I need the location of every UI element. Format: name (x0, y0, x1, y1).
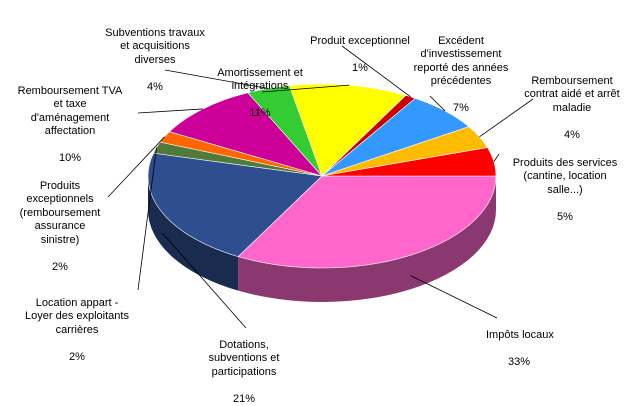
leader-line-dotations (162, 232, 247, 329)
label-amortissement: Amortissement et intégrations 11% (217, 66, 303, 120)
leader-line-subventions-travaux (164, 69, 269, 89)
pie-side-dotations (148, 176, 239, 291)
pie-slice-produits-services (321, 147, 497, 177)
label-produit-exceptionnel: Produit exceptionnel 1% (310, 34, 410, 74)
leader-line-excedent (429, 95, 446, 112)
leader-line-produits-services (493, 153, 500, 162)
leader-line-remboursement-contrat (479, 98, 534, 138)
leader-line-produit-exceptionnel (341, 45, 411, 98)
label-excedent: Excédent d'investissement reporté des an… (413, 34, 509, 115)
leader-line-amortissement (261, 84, 350, 93)
label-remboursement-contrat: Remboursement contrat aidé et arrêt mala… (524, 74, 620, 141)
pie-side-impots-locaux (238, 176, 496, 302)
label-location-appart: Location appart - Loyer des exploitants … (25, 296, 129, 363)
leader-line-impots-locaux (410, 275, 498, 319)
label-subventions-travaux: Subventions travaux et acquisitions dive… (105, 26, 205, 93)
label-remboursement-tva: Remboursement TVA et taxe d'aménagement … (17, 84, 123, 165)
leader-line-location-appart (137, 147, 157, 291)
leader-line-remboursement-tva (137, 108, 203, 114)
pie-slice-dotations (147, 152, 323, 257)
label-produits-services: Produits des services (cantine, location… (512, 156, 618, 223)
label-dotations: Dotations, subventions et participations… (208, 338, 280, 405)
label-produits-exceptionnels: Produits exceptionnels (remboursement as… (19, 179, 101, 273)
leader-line-produits-exceptionnels (107, 136, 165, 198)
pie-slice-impots-locaux (237, 175, 497, 269)
label-impots-locaux: Impôts locaux 33% (486, 328, 554, 368)
